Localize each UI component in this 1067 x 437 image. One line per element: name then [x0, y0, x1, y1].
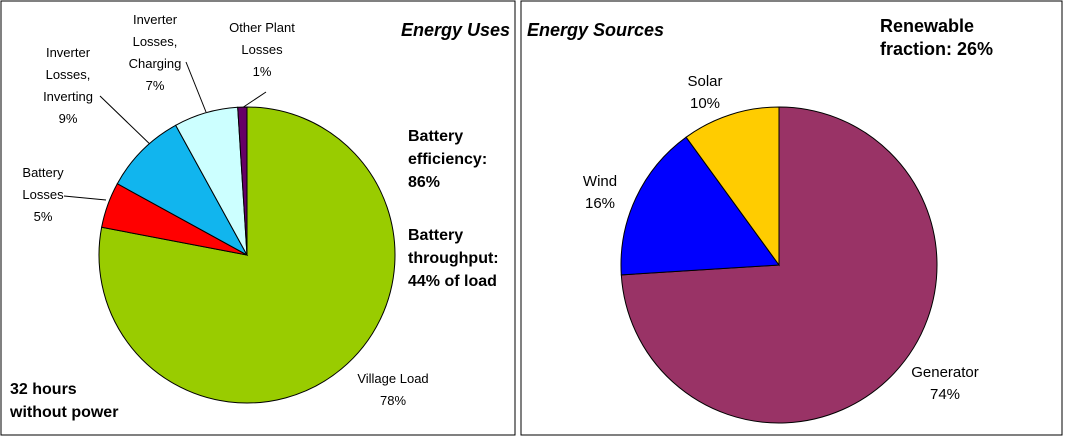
slice-label: Battery Losses 5%	[15, 162, 71, 228]
annotation: Renewable fraction: 26%	[880, 16, 994, 59]
value-label: 10%	[689, 95, 721, 112]
value-label: 9%	[58, 111, 78, 126]
value-label: 7%	[145, 78, 165, 93]
slice-label: Solar 10%	[675, 71, 735, 115]
leader-lines	[63, 61, 267, 201]
category-label: Solar	[687, 73, 723, 90]
leader-line	[241, 91, 267, 109]
leader-line	[63, 195, 107, 201]
chart-title: Energy Sources	[527, 20, 665, 40]
category-label: Village Load	[357, 371, 429, 386]
chart-title: Energy Uses	[400, 20, 510, 40]
category-label: Other Plant Losses	[229, 20, 295, 57]
slice-label: Other Plant Losses 1%	[221, 17, 303, 83]
pie-slice	[685, 106, 780, 267]
leader-line	[185, 61, 207, 113]
leader-line	[99, 95, 157, 151]
category-label: Wind	[582, 173, 618, 190]
slice-label: Wind 16%	[570, 171, 630, 215]
category-label: Battery Losses	[22, 165, 64, 202]
slice-label: Inverter Losses, Charging 7%	[120, 9, 190, 97]
value-label: 1%	[252, 64, 272, 79]
category-label: Inverter Losses, Inverting	[43, 45, 93, 104]
slice-label: Village Load 78%	[338, 368, 448, 412]
pie-slice	[620, 136, 780, 276]
pie-slice	[237, 106, 248, 256]
value-label: 74%	[929, 386, 961, 403]
value-label: 16%	[584, 195, 616, 212]
category-label: Generator	[911, 364, 979, 381]
category-label: Inverter Losses, Charging	[128, 12, 182, 71]
annotation: 32 hours without power	[10, 381, 119, 421]
value-label: 78%	[379, 393, 407, 408]
annotation: Battery efficiency: 86%	[408, 128, 488, 191]
slice-label: Inverter Losses, Inverting 9%	[31, 42, 105, 130]
value-label: 5%	[33, 209, 53, 224]
annotation: Battery throughput: 44% of load	[408, 227, 499, 290]
pie-slice	[116, 124, 249, 257]
slice-label: Generator 74%	[895, 362, 995, 406]
